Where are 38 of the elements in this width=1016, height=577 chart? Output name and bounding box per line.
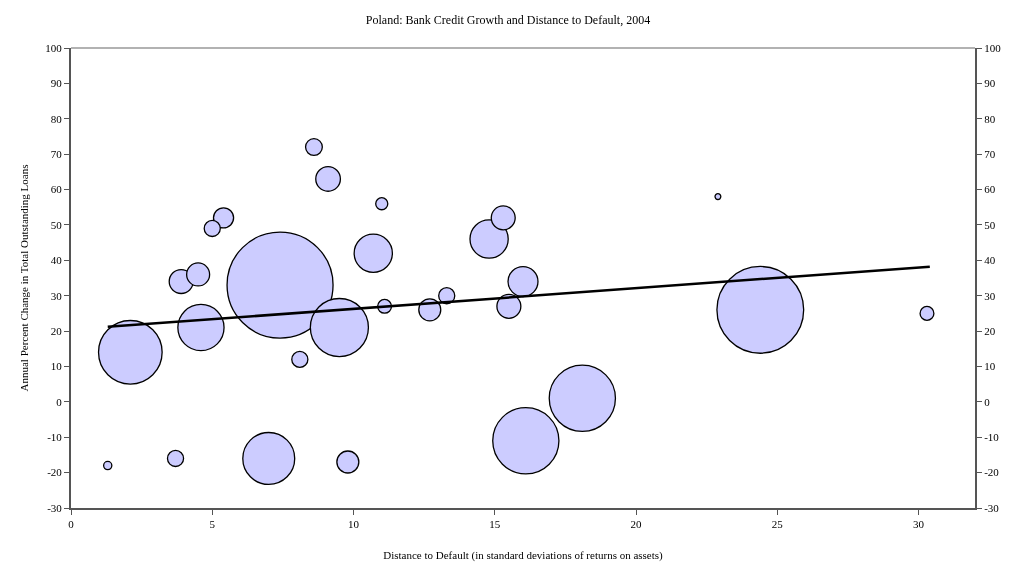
y2-tick-label: -20 xyxy=(984,466,1000,479)
y-axis-title: Annual Percent Change in Total Outstanding Loans xyxy=(18,164,31,392)
y-tick-label: 20 xyxy=(50,324,63,337)
x-axis-title: Distance to Default (in standard deviations of returns on assets) xyxy=(383,548,664,562)
y2-tick-label: 80 xyxy=(984,112,996,125)
y-tick-label: 0 xyxy=(56,395,63,408)
x-tick-label: 25 xyxy=(771,518,784,531)
y2-tick-label: 70 xyxy=(984,148,996,160)
y-tick-label: 60 xyxy=(50,183,63,196)
y2-tick-label: 40 xyxy=(984,254,996,267)
chart-title: Poland: Bank Credit Growth and Distance to Default, 2004 xyxy=(365,13,651,28)
y-tick-label: 80 xyxy=(50,112,63,125)
y-tick-label: 70 xyxy=(50,148,63,160)
y-tick-label: 40 xyxy=(50,254,63,267)
y-tick-label: 50 xyxy=(50,218,63,231)
y-tick-label: -30 xyxy=(47,501,63,514)
y-tick-label: 10 xyxy=(50,360,63,373)
y-tick-label: 90 xyxy=(50,77,63,90)
y2-tick-label: 60 xyxy=(984,183,996,196)
x-tick-label: 5 xyxy=(209,518,216,531)
y-tick-label: -10 xyxy=(47,431,63,444)
y2-tick-label: 100 xyxy=(984,41,1002,54)
y-tick-label: -20 xyxy=(47,466,63,479)
y2-tick-label: 30 xyxy=(984,289,996,302)
y2-tick-label: 50 xyxy=(984,218,996,231)
y2-tick-label: -30 xyxy=(984,501,1000,514)
y2-tick-label: 90 xyxy=(984,77,996,90)
x-tick-label: 20 xyxy=(630,518,642,531)
x-tick-label: 10 xyxy=(348,518,360,531)
y2-tick-label: 10 xyxy=(984,360,996,373)
y-tick-label: 30 xyxy=(50,289,63,302)
y2-tick-label: -10 xyxy=(984,431,1000,444)
y2-tick-label: 20 xyxy=(984,324,996,337)
y-tick-label: 100 xyxy=(45,41,63,54)
x-tick-label: 15 xyxy=(489,518,501,531)
x-tick-label: 30 xyxy=(913,518,925,531)
y2-tick-label: 0 xyxy=(984,395,991,408)
x-tick-label: 0 xyxy=(68,518,75,531)
